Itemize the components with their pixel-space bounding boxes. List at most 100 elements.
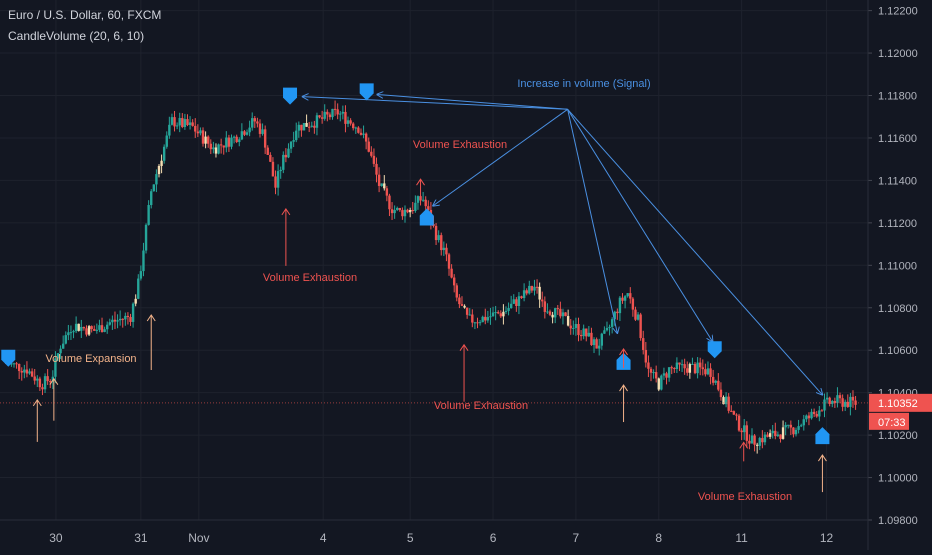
candle-body <box>139 271 143 279</box>
x-tick-label: 30 <box>49 531 63 545</box>
candle-body <box>17 363 21 372</box>
candle-body <box>533 286 536 291</box>
candle-body <box>284 154 288 158</box>
candle-body <box>95 329 99 331</box>
candle-body <box>434 225 438 241</box>
candle-body <box>823 399 826 411</box>
candle-body <box>564 312 567 317</box>
candle-body <box>572 327 575 329</box>
candle-body <box>577 323 580 335</box>
candle-body <box>339 113 342 115</box>
candle-body <box>753 435 756 445</box>
candle-body <box>530 285 534 291</box>
candle-body <box>574 323 578 328</box>
candle-body <box>528 285 531 294</box>
candle-body <box>305 122 308 127</box>
candle-body <box>222 145 225 148</box>
candle-body <box>440 235 443 251</box>
candle-body <box>820 410 824 412</box>
candle-body <box>623 296 627 301</box>
candle-body <box>662 373 666 376</box>
candle-body <box>768 433 772 437</box>
candle-body <box>258 123 262 134</box>
candle-body <box>828 397 831 404</box>
candle-body <box>336 109 339 115</box>
volume-arrowhead <box>619 384 628 392</box>
candle-body <box>654 372 658 379</box>
y-tick-label: 1.10800 <box>878 303 918 315</box>
candle-body <box>776 434 780 437</box>
candle-body <box>471 314 474 323</box>
signal-arrow <box>377 94 568 110</box>
candle-body <box>344 111 347 124</box>
candle-body <box>279 169 282 172</box>
candle-body <box>134 298 137 304</box>
candle-body <box>160 160 163 166</box>
candle-body <box>326 111 329 115</box>
candle-body <box>810 411 813 419</box>
candle-body <box>408 210 412 213</box>
y-tick-label: 1.10200 <box>878 430 918 442</box>
candle-body <box>232 136 236 138</box>
candle-body <box>758 438 761 446</box>
candle-body <box>54 358 57 377</box>
candle-body <box>787 424 790 426</box>
candle-body <box>238 139 241 143</box>
candle-body <box>170 117 174 125</box>
candle-body <box>670 367 673 369</box>
candle-body <box>331 108 334 118</box>
candle-body <box>460 304 464 306</box>
candle-body <box>25 369 29 374</box>
candle-body <box>219 144 223 146</box>
candles <box>5 100 857 454</box>
exhaustion-label: Volume Exhaustion <box>263 272 357 284</box>
x-tick-label: 4 <box>320 531 327 545</box>
candle-body <box>80 326 83 331</box>
candle-body <box>784 424 787 428</box>
candle-body <box>686 368 689 373</box>
signal-arrow <box>567 109 713 341</box>
candle-body <box>108 322 111 325</box>
candle-body <box>12 363 16 365</box>
candle-body <box>504 310 508 312</box>
candle-body <box>605 328 609 331</box>
candle-body <box>245 132 249 135</box>
candle-body <box>730 410 733 412</box>
candle-body <box>414 202 417 211</box>
indicator-line: CandleVolume (20, 6, 10) <box>8 29 145 43</box>
signal-marker <box>1 349 16 367</box>
candle-body <box>636 314 640 320</box>
expansion-arrowhead <box>49 377 59 385</box>
candle-body <box>489 316 492 318</box>
candle-body <box>520 296 523 299</box>
candle-body <box>289 141 293 149</box>
candle-body <box>333 108 337 110</box>
candle-body <box>162 146 166 161</box>
candle-body <box>131 303 135 322</box>
candle-body <box>442 247 446 251</box>
candle-body <box>287 148 290 158</box>
candle-body <box>142 250 145 272</box>
candle-body <box>165 135 168 147</box>
candle-body <box>28 371 31 374</box>
candle-body <box>807 415 811 419</box>
candle-body <box>243 131 246 135</box>
candle-body <box>541 299 544 302</box>
candle-body <box>486 317 490 321</box>
candle-body <box>512 299 515 304</box>
candle-body <box>522 290 526 299</box>
candle-body <box>126 315 130 318</box>
candle-body <box>181 118 184 128</box>
candle-body <box>214 147 218 154</box>
candle-body <box>535 286 539 288</box>
candle-body <box>846 401 850 407</box>
candle-body <box>152 184 156 192</box>
candle-body <box>266 147 269 155</box>
candle-body <box>261 129 264 134</box>
candle-body <box>465 307 469 315</box>
candle-body <box>714 380 717 383</box>
candle-body <box>838 395 842 399</box>
candle-body <box>792 427 795 435</box>
